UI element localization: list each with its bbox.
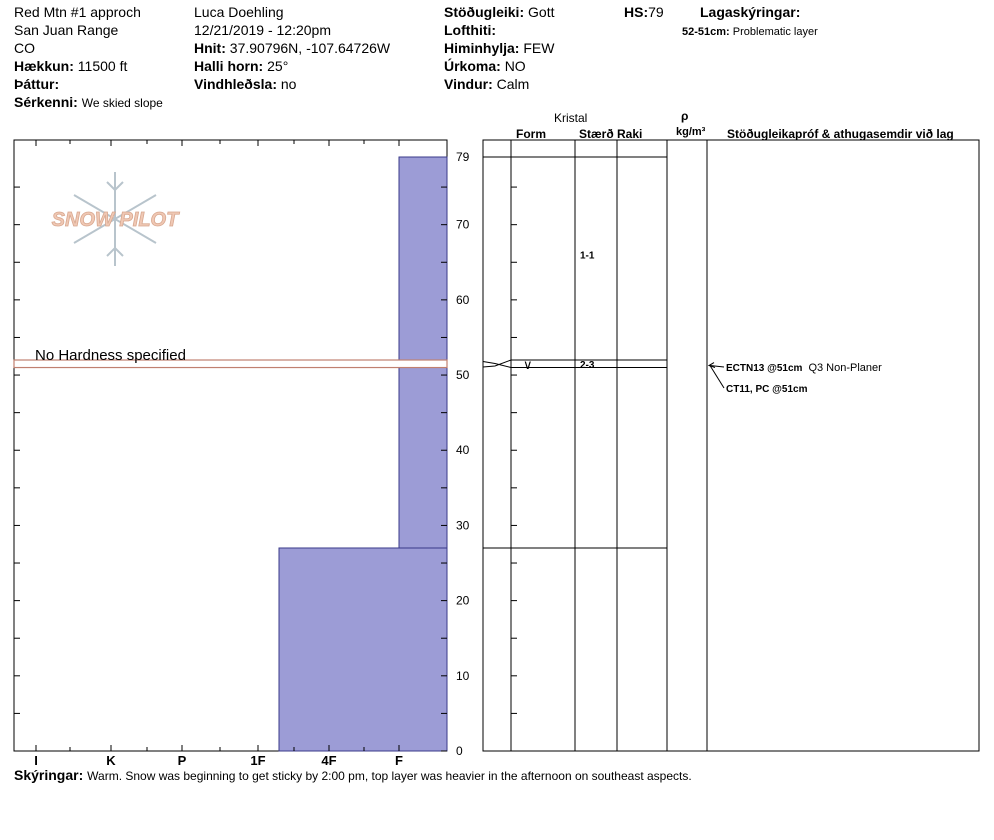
observation-datetime: 12/21/2019 - 12:20pm: [194, 22, 331, 38]
y-tick-label: 20: [456, 594, 470, 608]
x-tick-label: P: [178, 753, 187, 768]
tests-header: Stöðugleikapróf & athugasemdir við lag: [727, 127, 954, 141]
features-label: Sérkenni:: [14, 94, 78, 110]
features-value: We skied slope: [81, 96, 163, 110]
density-header: kg/m³: [676, 126, 706, 138]
moisture-header: Raki: [617, 127, 643, 141]
precip-field: Úrkoma: NO: [444, 58, 526, 74]
slope-value: 25°: [267, 58, 289, 74]
layer-note-text: Problematic layer: [732, 26, 818, 38]
layer-note: 52-51cm: Problematic layer: [682, 24, 818, 40]
state-name: CO: [14, 40, 35, 56]
stability-test-name: CT11, PC @51cm: [726, 384, 808, 395]
x-tick-label: F: [395, 753, 403, 768]
grain-size-label: 1-1: [580, 251, 595, 262]
coords-label: Hnit:: [194, 40, 226, 56]
hs-value: 79: [648, 4, 664, 20]
windload-label: Vindhleðsla:: [194, 76, 277, 92]
windload-field: Vindhleðsla: no: [194, 76, 296, 92]
elevation-value: 11500 ft: [77, 58, 128, 74]
layer-notes-label: Lagaskýringar:: [700, 4, 801, 20]
y-tick-label: 50: [456, 368, 470, 382]
precip-label: Úrkoma:: [444, 58, 501, 74]
y-tick-label: 40: [456, 443, 470, 457]
x-tick-label: I: [34, 753, 38, 768]
layer-connector-top: [482, 359, 512, 368]
y-tick-label: 70: [456, 218, 470, 232]
coords-value: 37.90796N, -107.64726W: [229, 40, 391, 56]
grain-size-label: 2-3: [580, 360, 595, 371]
stability-test-arrow: [709, 365, 725, 389]
hs-label: HS:: [624, 4, 649, 20]
elevation-field: Hækkun: 11500 ft: [14, 58, 127, 74]
y-tick-label: 79: [456, 150, 470, 164]
x-tick-label: K: [106, 753, 116, 768]
wind-field: Vindur: Calm: [444, 76, 529, 92]
slope-label: Halli horn:: [194, 58, 264, 74]
hardness-bar-1: [398, 156, 448, 549]
slope-field: Halli horn: 25°: [194, 58, 288, 74]
stability-value: Gott: [528, 4, 555, 20]
stability-test-arrow: [709, 365, 725, 368]
windload-value: no: [280, 76, 297, 92]
size-header: Stærð: [579, 127, 614, 141]
elevation-label: Hækkun:: [14, 58, 74, 74]
hs-field: HS:79: [624, 4, 664, 20]
no-hardness-label: No Hardness specified: [35, 347, 186, 364]
features-field: Sérkenni: We skied slope: [14, 94, 163, 111]
arrow-head: [707, 362, 716, 369]
notes-label: Skýringar:: [14, 767, 84, 783]
range-name: San Juan Range: [14, 22, 119, 38]
y-tick-label: 30: [456, 518, 470, 532]
grain-form-symbol: ∨: [523, 357, 533, 372]
rho-header: ρ: [681, 109, 689, 123]
sky-value: FEW: [523, 40, 555, 56]
form-header: Form: [516, 127, 546, 141]
y-tick-label: 0: [456, 744, 463, 758]
stability-test-comment: Q3 Non-Planer: [808, 362, 882, 374]
coords-field: Hnit: 37.90796N, -107.64726W: [194, 40, 390, 56]
notes-field: Skýringar: Warm. Snow was beginning to g…: [14, 767, 692, 784]
stability-test-0: ECTN13 @51cm Q3 Non-Planer: [726, 362, 882, 374]
wind-label: Vindur:: [444, 76, 493, 92]
y-tick-label: 60: [456, 293, 470, 307]
aspect-label: Þáttur:: [14, 76, 60, 92]
hardness-bar-0: [278, 547, 448, 752]
sky-label: Himinhylja:: [444, 40, 520, 56]
sky-field: Himinhylja: FEW: [444, 40, 554, 56]
notes-text: Warm. Snow was beginning to get sticky b…: [87, 769, 692, 783]
precip-value: NO: [504, 58, 526, 74]
stability-test-name: ECTN13 @51cm: [726, 363, 803, 374]
observer-name: Luca Doehling: [194, 4, 284, 20]
stability-label: Stöðugleiki:: [444, 4, 525, 20]
stability-field: Stöðugleiki: Gott: [444, 4, 554, 20]
kristal-header: Kristal: [554, 111, 588, 125]
problem-layer-band: [13, 359, 448, 369]
stability-test-1: CT11, PC @51cm: [726, 384, 808, 395]
y-tick-label: 10: [456, 669, 470, 683]
airtemp-label: Lofthiti:: [444, 22, 497, 38]
x-tick-label: 1F: [250, 753, 265, 768]
layer-table-frame: [482, 139, 980, 752]
location-name: Red Mtn #1 approch: [14, 4, 141, 20]
layer-note-range: 52-51cm:: [682, 26, 730, 38]
x-tick-label: 4F: [321, 753, 336, 768]
wind-value: Calm: [496, 76, 530, 92]
aspect-field: Þáttur:: [14, 76, 59, 92]
layer-connector-bottom: [482, 361, 512, 369]
airtemp-field: Lofthiti:: [444, 22, 496, 38]
